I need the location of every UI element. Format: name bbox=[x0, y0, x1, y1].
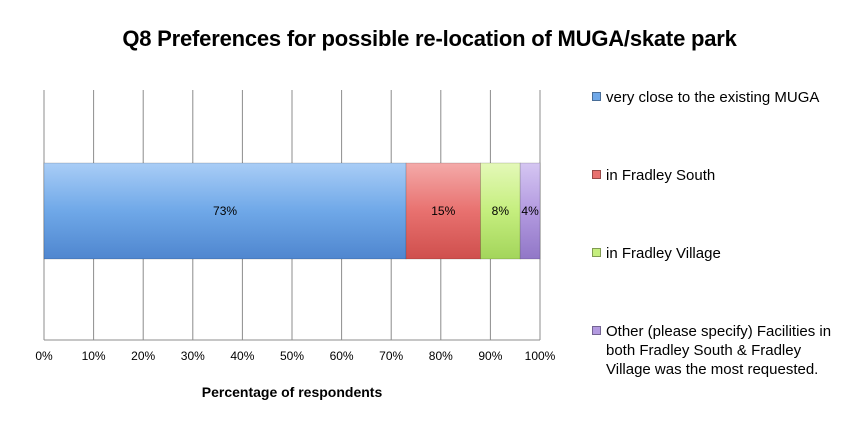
x-axis-title: Percentage of respondents bbox=[201, 384, 383, 400]
data-label: 15% bbox=[431, 204, 455, 218]
data-label: 73% bbox=[213, 204, 237, 218]
x-tick-label: 60% bbox=[330, 349, 354, 363]
legend-item-other: Other (please specify) Facilities in bot… bbox=[592, 322, 842, 379]
bar-stack: 73% 15% 8% 4% bbox=[43, 162, 541, 260]
x-tick-label: 40% bbox=[230, 349, 254, 363]
x-tick-label: 80% bbox=[429, 349, 453, 363]
bar-segment-2 bbox=[405, 162, 481, 260]
x-tick-labels: 0% 10% 20% 30% 40% 50% 60% 70% 80% 90% 100% bbox=[35, 349, 555, 363]
data-label: 8% bbox=[492, 204, 510, 218]
legend-swatch-purple bbox=[592, 326, 601, 335]
bar-segment-1 bbox=[43, 162, 407, 260]
legend-label: in Fradley Village bbox=[606, 245, 721, 262]
legend-swatch-red bbox=[592, 170, 601, 179]
x-tick-label: 0% bbox=[35, 349, 53, 363]
legend-item-fradley-south: in Fradley South bbox=[592, 166, 842, 185]
x-tick-label: 90% bbox=[478, 349, 502, 363]
legend-swatch-green bbox=[592, 248, 601, 257]
bar-segment-4 bbox=[519, 162, 541, 260]
x-tick-label: 50% bbox=[280, 349, 304, 363]
legend-item-very-close: very close to the existing MUGA bbox=[592, 88, 842, 107]
data-label: 4% bbox=[521, 204, 539, 218]
chart-title: Q8 Preferences for possible re-location … bbox=[122, 26, 737, 51]
legend-label: Other (please specify) Facilities in bot… bbox=[606, 323, 832, 378]
legend-swatch-blue bbox=[592, 92, 601, 101]
legend-label: very close to the existing MUGA bbox=[606, 89, 820, 106]
x-tick-label: 20% bbox=[131, 349, 155, 363]
x-tick-label: 30% bbox=[181, 349, 205, 363]
x-tick-label: 70% bbox=[379, 349, 403, 363]
x-tick-label: 10% bbox=[82, 349, 106, 363]
legend-item-fradley-village: in Fradley Village bbox=[592, 244, 842, 263]
legend-label: in Fradley South bbox=[606, 167, 716, 184]
x-tick-label: 100% bbox=[525, 349, 556, 363]
